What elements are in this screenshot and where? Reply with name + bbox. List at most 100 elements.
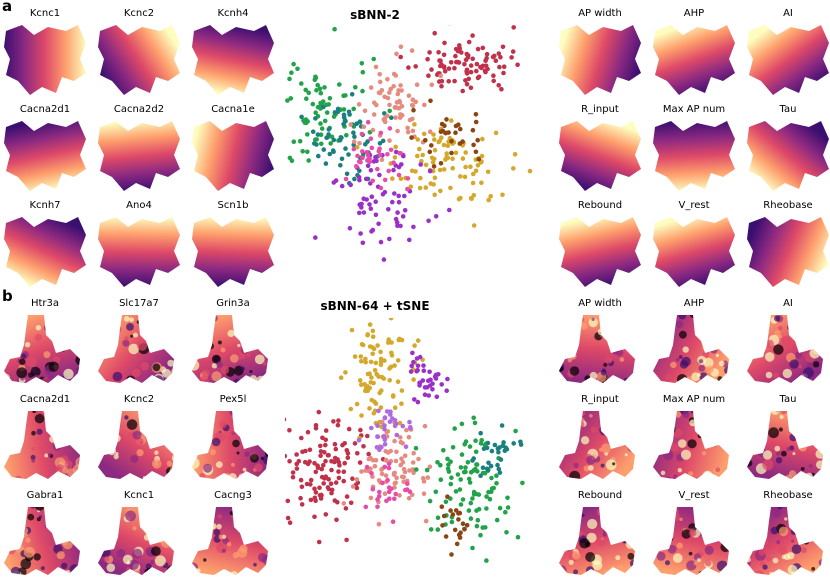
scatter-point (426, 475, 431, 480)
panel-a-title: sBNN-2 (275, 8, 475, 22)
scatter-point (354, 164, 359, 169)
scatter-point (375, 423, 380, 428)
scatter-point (410, 169, 415, 174)
scatter-point (377, 391, 382, 396)
scatter-point (446, 79, 451, 84)
scatter-point (457, 43, 462, 48)
scatter-point (361, 343, 366, 348)
scatter-point (393, 145, 398, 150)
scatter-point (378, 153, 383, 158)
scatter-point (470, 546, 475, 551)
scatter-point (444, 500, 449, 505)
scatter-point (316, 132, 321, 137)
scatter-point (338, 163, 343, 168)
scatter-point (388, 412, 393, 417)
scatter-point (405, 126, 410, 131)
scatter-point (408, 426, 413, 431)
scatter-point (467, 40, 472, 45)
scatter-point (294, 452, 299, 457)
scatter-point (383, 465, 388, 470)
scatter-point (395, 210, 400, 215)
scatter-point (405, 481, 410, 486)
scatter-point (495, 518, 500, 523)
scatter-point (313, 499, 318, 504)
scatter-point (337, 82, 342, 87)
panel-a-feature-ahp: AHP (649, 8, 739, 102)
scatter-point (318, 444, 323, 449)
scatter-point (300, 450, 305, 455)
scatter-point (339, 375, 344, 380)
scatter-point (399, 456, 404, 461)
scatter-point (369, 496, 374, 501)
scatter-point (328, 152, 333, 157)
scatter-point (505, 496, 510, 501)
scatter-point (461, 156, 466, 161)
scatter-point (414, 446, 419, 451)
scatter-point (342, 501, 347, 506)
panel-a-feature-ap-width-map (555, 21, 645, 99)
scatter-point (328, 141, 333, 146)
panel-b-feature-rheobase-label: Rheobase (743, 490, 830, 502)
scatter-point (286, 516, 291, 521)
scatter-point (442, 514, 447, 519)
panel-a-feature-ap-width: AP width (555, 8, 645, 102)
panel-a-gene-cacna2d1: Cacna2d1 (0, 104, 90, 198)
scatter-point (396, 358, 401, 363)
scatter-point (475, 138, 480, 143)
scatter-point (394, 459, 399, 464)
scatter-point (439, 382, 444, 387)
scatter-point (367, 160, 372, 165)
panel-b-gene-kcnc1-label: Kcnc1 (94, 490, 184, 502)
scatter-point (383, 438, 388, 443)
scatter-point (462, 442, 467, 447)
scatter-point (380, 375, 385, 380)
scatter-point (410, 351, 415, 356)
scatter-point (375, 445, 380, 450)
scatter-point (334, 518, 339, 523)
scatter-point (415, 356, 420, 361)
scatter-point (399, 162, 404, 167)
scatter-point (345, 172, 350, 177)
scatter-point (467, 508, 472, 513)
panel-a-gene-kcnc1-label: Kcnc1 (0, 8, 90, 20)
scatter-point (458, 127, 463, 132)
scatter-point (466, 53, 471, 58)
panel-a-feature-max-ap-num-label: Max AP num (649, 104, 739, 116)
scatter-point (370, 194, 375, 199)
scatter-point (317, 410, 322, 415)
scatter-point (409, 364, 414, 369)
scatter-point (383, 449, 388, 454)
panel-b-gene-gabra1-map (0, 503, 90, 581)
scatter-point (497, 65, 502, 70)
scatter-point (364, 177, 369, 182)
scatter-point (480, 137, 485, 142)
panel-a-feature-max-ap-num-map (649, 117, 739, 195)
scatter-point (378, 350, 383, 355)
scatter-point (468, 444, 473, 449)
scatter-point (336, 469, 341, 474)
panel-a-gene-kcnh7-map (0, 213, 90, 291)
scatter-point (444, 388, 449, 393)
scatter-point (494, 473, 499, 478)
scatter-point (289, 70, 294, 75)
scatter-point (392, 497, 397, 502)
scatter-point (335, 500, 340, 505)
scatter-point (498, 55, 503, 60)
scatter-point (318, 454, 323, 459)
scatter-point (395, 223, 400, 228)
scatter-point (376, 434, 381, 439)
scatter-point (478, 474, 483, 479)
scatter-point (391, 394, 396, 399)
panel-b-feature-v-rest-map (649, 503, 739, 581)
scatter-point (416, 338, 421, 343)
panel-a-feature-rheobase: Rheobase (743, 200, 830, 294)
scatter-point (412, 122, 417, 127)
scatter-point (495, 463, 500, 468)
scatter-point (431, 132, 436, 137)
scatter-point (392, 439, 397, 444)
scatter-point (353, 354, 358, 359)
scatter-point (313, 116, 318, 121)
scatter-point (471, 416, 476, 421)
scatter-point (343, 370, 348, 375)
scatter-point (362, 382, 367, 387)
